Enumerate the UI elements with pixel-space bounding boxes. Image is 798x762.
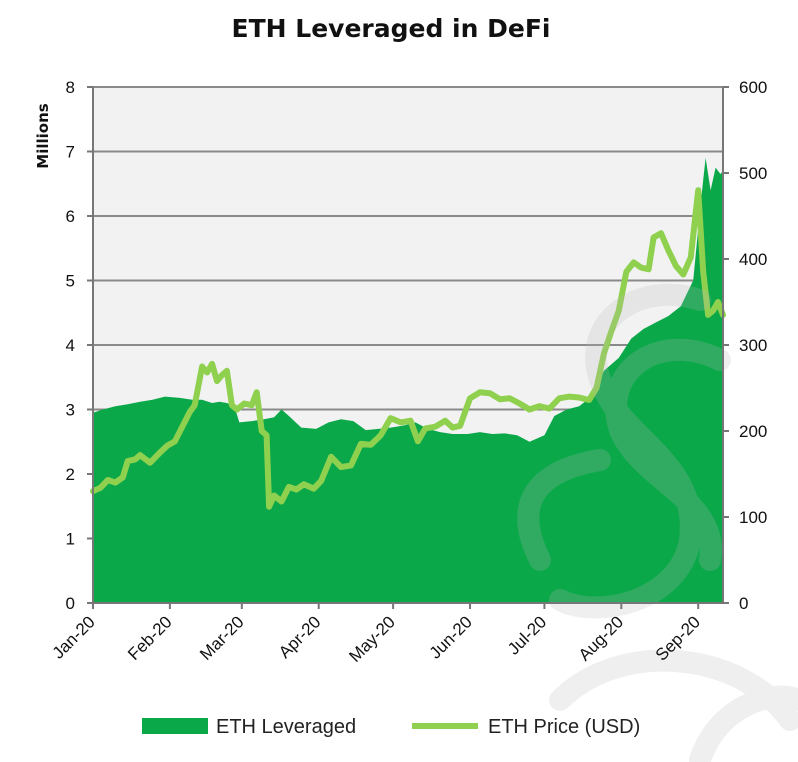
- legend: ETH Leveraged ETH Price (USD): [142, 716, 640, 738]
- series-line-eth-price-usd: [90, 187, 726, 510]
- y-right-tick-label: 600: [739, 78, 767, 97]
- x-tick-label: Jul-20: [504, 612, 550, 658]
- legend-label-eth-leveraged: ETH Leveraged: [216, 716, 356, 738]
- y-left-tick-label: 7: [66, 143, 75, 162]
- x-tick-label: Mar-20: [196, 612, 248, 664]
- y-left-tick-label: 8: [66, 78, 75, 97]
- y-left-tick-label: 3: [66, 401, 75, 420]
- legend-swatch-eth-leveraged: [142, 718, 208, 734]
- watermark-logo: [517, 283, 798, 762]
- y-axis-label: Millions: [34, 103, 52, 168]
- x-tick-label: Feb-20: [124, 612, 176, 664]
- y-left-tick-label: 4: [66, 336, 75, 355]
- y-right-tick-label: 100: [739, 508, 767, 527]
- y-right-tick-label: 200: [739, 422, 767, 441]
- y-right-tick-label: 0: [739, 594, 748, 613]
- y-left-tick-label: 1: [66, 530, 75, 549]
- data-marks: [90, 157, 726, 603]
- chart-title: ETH Leveraged in DeFi: [232, 14, 551, 43]
- x-tick-label: Jun-20: [426, 612, 476, 662]
- legend-label-eth-price: ETH Price (USD): [488, 716, 640, 738]
- x-tick-label: Apr-20: [275, 612, 325, 662]
- y-right-tick-label: 400: [739, 250, 767, 269]
- y-right-tick-label: 300: [739, 336, 767, 355]
- y-left-tick-label: 5: [66, 272, 75, 291]
- y-right-tick-label: 500: [739, 164, 767, 183]
- y-left-tick-label: 6: [66, 207, 75, 226]
- x-tick-label: May-20: [345, 612, 399, 666]
- y-left-tick-label: 2: [66, 465, 75, 484]
- x-tick-label: Jan-20: [49, 612, 99, 662]
- y-left-tick-label: 0: [66, 594, 75, 613]
- series-area-eth-leveraged: [93, 157, 723, 603]
